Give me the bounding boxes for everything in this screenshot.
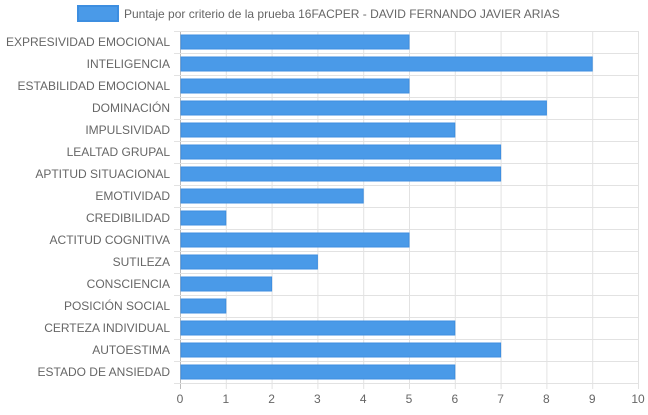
category-label: INTELIGENCIA <box>87 57 170 71</box>
x-tick-label: 6 <box>451 392 458 406</box>
bar[interactable] <box>180 298 227 314</box>
bar[interactable] <box>180 34 410 50</box>
category-label: ESTABILIDAD EMOCIONAL <box>18 79 171 93</box>
category-label: ACTITUD COGNITIVA <box>50 233 170 247</box>
category-label: ESTADO DE ANSIEDAD <box>38 365 171 379</box>
bar[interactable] <box>180 100 547 116</box>
bar[interactable] <box>180 210 227 226</box>
x-tick-label: 8 <box>543 392 550 406</box>
x-tick-label: 9 <box>589 392 596 406</box>
bar[interactable] <box>180 364 456 380</box>
category-labels: EXPRESIVIDAD EMOCIONAL INTELIGENCIA ESTABI… <box>6 35 170 379</box>
bar[interactable] <box>180 188 364 204</box>
bar[interactable] <box>180 320 456 336</box>
x-tick-label: 2 <box>268 392 275 406</box>
bar[interactable] <box>180 56 593 72</box>
x-tick-label: 3 <box>314 392 321 406</box>
category-label: LEALTAD GRUPAL <box>67 145 171 159</box>
category-label: POSICIÓN SOCIAL <box>64 298 170 313</box>
bar[interactable] <box>180 78 410 94</box>
bar[interactable] <box>180 254 318 270</box>
x-tick-labels: 0 1 2 3 4 5 6 7 8 9 10 <box>177 392 645 406</box>
x-tick-label: 0 <box>177 392 184 406</box>
x-tick-label: 7 <box>497 392 504 406</box>
x-tick-label: 4 <box>360 392 367 406</box>
category-label: CREDIBILIDAD <box>86 211 170 225</box>
category-label: SUTILEZA <box>113 255 170 269</box>
category-label: AUTOESTIMA <box>92 343 170 357</box>
legend-swatch <box>77 5 119 22</box>
bar[interactable] <box>180 232 410 248</box>
bars <box>180 34 593 380</box>
legend-label: Puntaje por criterio de la prueba 16FACP… <box>124 7 560 21</box>
bar[interactable] <box>180 276 273 292</box>
category-label: CONSCIENCIA <box>87 277 170 291</box>
category-label: IMPULSIVIDAD <box>85 123 170 137</box>
category-label: EXPRESIVIDAD EMOCIONAL <box>6 35 170 49</box>
bar[interactable] <box>180 166 502 182</box>
category-label: APTITUD SITUACIONAL <box>35 167 170 181</box>
bar[interactable] <box>180 122 456 138</box>
category-label: CERTEZA INDIVIDUAL <box>44 321 170 335</box>
bar[interactable] <box>180 144 502 160</box>
x-tick-label: 5 <box>406 392 413 406</box>
category-label: DOMINACIÓN <box>92 100 170 115</box>
category-label: EMOTIVIDAD <box>95 189 170 203</box>
x-tick-label: 10 <box>631 392 645 406</box>
legend[interactable]: Puntaje por criterio de la prueba 16FACP… <box>77 5 560 22</box>
bar[interactable] <box>180 342 502 358</box>
x-tick-label: 1 <box>222 392 229 406</box>
